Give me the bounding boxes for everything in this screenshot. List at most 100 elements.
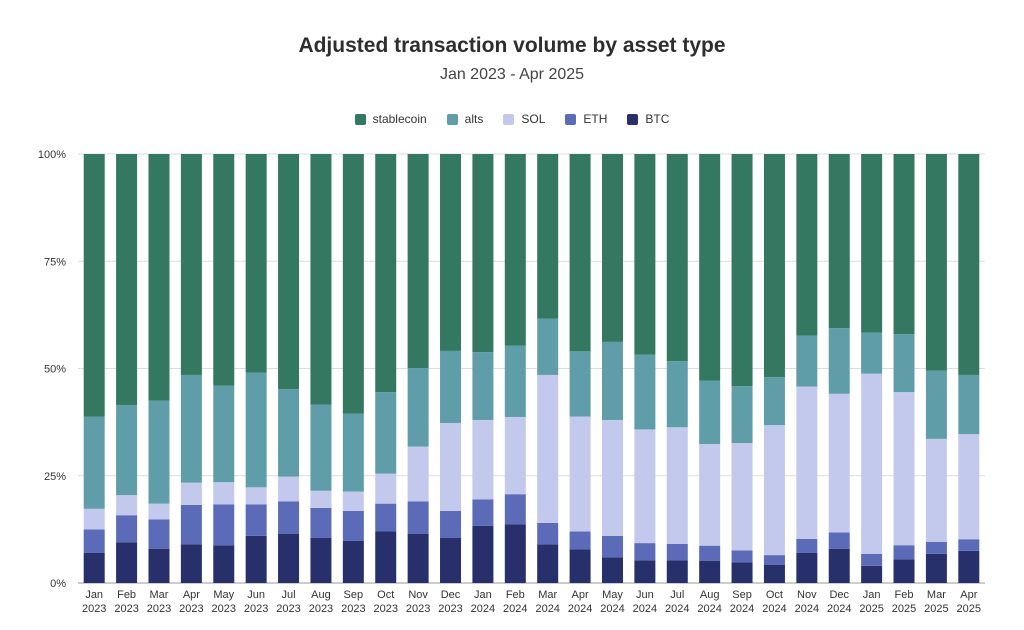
bar-segment-eth xyxy=(828,532,850,549)
x-tick-label: Oct xyxy=(766,589,783,601)
x-tick-label: 2025 xyxy=(957,603,981,615)
x-tick-label: Nov xyxy=(797,589,817,601)
bar-segment-btc xyxy=(634,560,656,583)
bar-segment-btc xyxy=(472,525,494,583)
bar-segment-stablecoin xyxy=(213,154,235,386)
bar-segment-alts xyxy=(828,328,850,394)
bar-segment-sol xyxy=(699,444,721,546)
legend-item-eth: ETH xyxy=(565,112,607,126)
bar-segment-alts xyxy=(763,377,785,426)
x-tick-label: Aug xyxy=(311,589,331,601)
bar-segment-stablecoin xyxy=(763,154,785,378)
legend-label: SOL xyxy=(521,112,546,126)
bar-segment-stablecoin xyxy=(245,154,267,373)
x-tick-label: 2023 xyxy=(276,603,300,615)
bar-segment-alts xyxy=(925,370,947,439)
bar-segment-eth xyxy=(601,535,623,558)
bar-segment-sol xyxy=(83,508,105,530)
bar-segment-sol xyxy=(213,482,235,505)
bar-segment-stablecoin xyxy=(861,154,883,333)
x-tick-label: Jul xyxy=(282,589,296,601)
bar-segment-sol xyxy=(278,476,300,502)
bar-segment-sol xyxy=(440,422,462,511)
bar-segment-stablecoin xyxy=(310,154,332,405)
bar-segment-sol xyxy=(796,386,818,539)
x-tick-label: 2025 xyxy=(924,603,948,615)
x-tick-label: Jun xyxy=(247,589,265,601)
bar-segment-stablecoin xyxy=(148,154,170,401)
bar-segment-eth xyxy=(537,522,559,545)
bar-segment-stablecoin xyxy=(180,154,202,375)
bar-segment-eth xyxy=(925,541,947,554)
bar-segment-alts xyxy=(116,404,138,496)
bar-segment-sol xyxy=(861,373,883,554)
bar-segment-eth xyxy=(958,539,980,551)
bar-segment-stablecoin xyxy=(375,154,397,393)
x-tick-label: Sep xyxy=(732,589,752,601)
bar-segment-eth xyxy=(213,504,235,546)
x-tick-label: Mar xyxy=(927,589,946,601)
bar-segment-btc xyxy=(699,560,721,583)
bar-segment-btc xyxy=(601,557,623,583)
legend-swatch xyxy=(565,113,577,125)
bar-segment-eth xyxy=(148,519,170,549)
x-tick-label: 2024 xyxy=(762,603,786,615)
x-tick-label: Mar xyxy=(538,589,557,601)
bar-segment-btc xyxy=(828,548,850,583)
x-tick-label: 2023 xyxy=(373,603,397,615)
bar-segment-sol xyxy=(375,473,397,504)
x-tick-label: Nov xyxy=(408,589,428,601)
bar-segment-sol xyxy=(925,438,947,542)
bar-segment-sol xyxy=(148,503,170,520)
bar-segment-eth xyxy=(504,494,526,525)
bar-segment-stablecoin xyxy=(666,154,688,362)
bar-segment-sol xyxy=(472,419,494,500)
x-tick-label: 2023 xyxy=(114,603,138,615)
bar-segment-sol xyxy=(601,419,623,536)
x-tick-label: Jan xyxy=(863,589,881,601)
x-tick-label: 2023 xyxy=(82,603,106,615)
legend-label: BTC xyxy=(645,112,670,126)
bar-segment-btc xyxy=(375,531,397,583)
bar-segment-alts xyxy=(342,413,364,492)
x-tick-label: 2024 xyxy=(568,603,592,615)
bar-segment-eth xyxy=(796,538,818,553)
x-tick-label: May xyxy=(213,589,234,601)
bar-segment-sol xyxy=(180,482,202,505)
bar-segment-btc xyxy=(666,560,688,583)
bar-segment-btc xyxy=(958,550,980,583)
bar-segment-sol xyxy=(958,434,980,540)
bar-segment-btc xyxy=(407,533,429,583)
bar-segment-eth xyxy=(116,515,138,543)
bar-segment-alts xyxy=(472,352,494,420)
x-tick-label: 2024 xyxy=(535,603,559,615)
bar-segment-sol xyxy=(116,495,138,516)
bar-segment-eth xyxy=(569,531,591,550)
bar-segment-stablecoin xyxy=(504,154,526,346)
bar-segment-sol xyxy=(245,487,267,505)
bar-segment-sol xyxy=(763,425,785,556)
bar-segment-eth xyxy=(699,545,721,561)
bar-segment-stablecoin xyxy=(958,154,980,375)
legend-swatch xyxy=(354,113,366,125)
x-tick-label: May xyxy=(602,589,623,601)
bar-segment-stablecoin xyxy=(601,154,623,342)
y-tick-label: 50% xyxy=(44,364,66,376)
bar-segment-btc xyxy=(180,544,202,583)
x-tick-label: 2024 xyxy=(600,603,624,615)
bar-segment-alts xyxy=(245,372,267,488)
bar-segment-eth xyxy=(472,499,494,526)
legend-item-sol: SOL xyxy=(503,112,545,126)
x-tick-label: Jan xyxy=(85,589,103,601)
y-tick-label: 0% xyxy=(50,578,66,590)
bar-segment-alts xyxy=(958,374,980,435)
legend-label: stablecoin xyxy=(372,112,427,126)
bar-segment-stablecoin xyxy=(893,154,915,335)
x-tick-label: Feb xyxy=(506,589,525,601)
x-tick-label: Jul xyxy=(670,589,684,601)
bar-segment-alts xyxy=(213,385,235,483)
bar-segment-stablecoin xyxy=(342,154,364,414)
bar-segment-alts xyxy=(83,416,105,509)
bar-segment-sol xyxy=(310,490,332,508)
